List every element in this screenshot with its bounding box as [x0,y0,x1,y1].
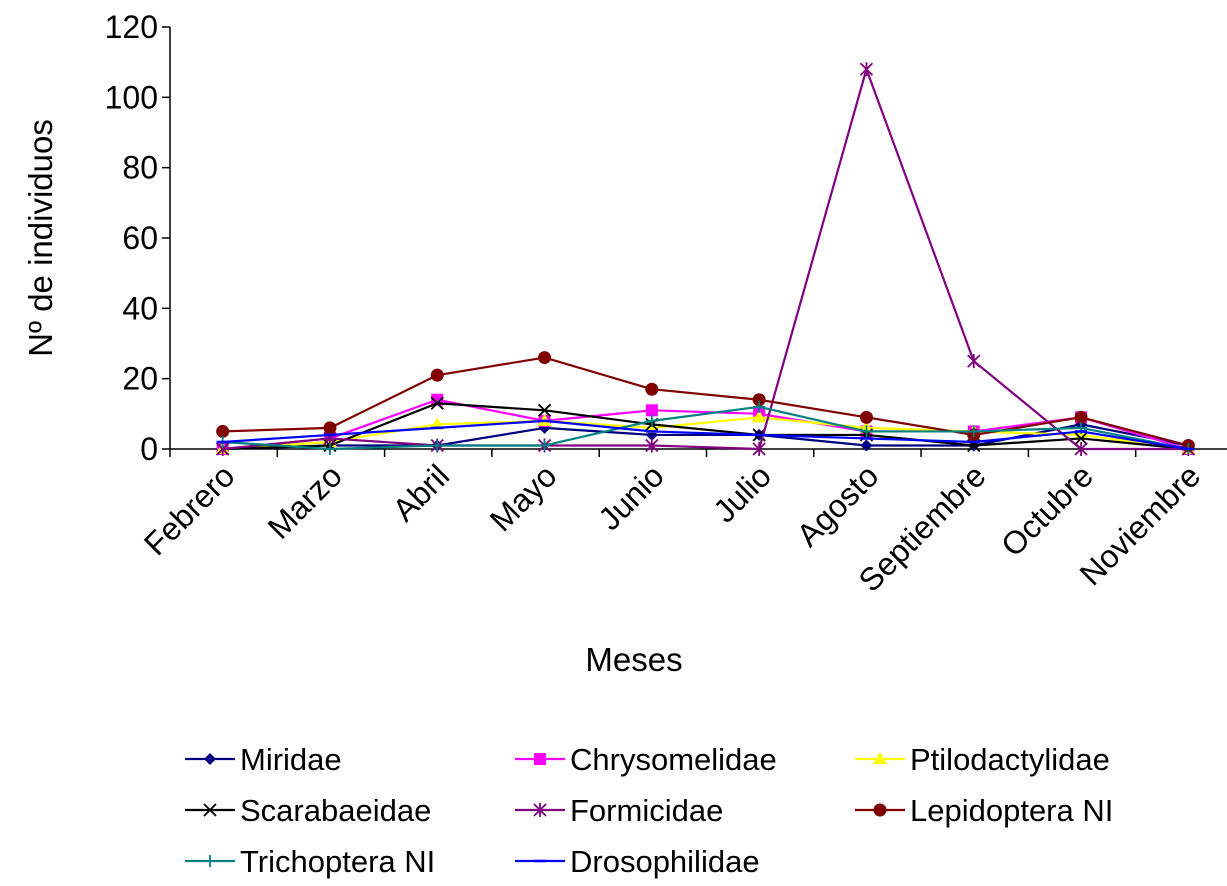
series-line-ptilodactylidae [222,416,1189,451]
series-line-miridae [222,423,1189,451]
data-point-trichoptera-ni [967,425,980,438]
data-point-formicidae [967,354,981,369]
data-point-trichoptera-ni [645,414,658,427]
data-point-formicidae [645,438,659,453]
x-tick-label: Julio [706,457,778,529]
legend-label: Lepidoptera NI [910,793,1113,828]
data-point-trichoptera-ni [753,400,766,413]
data-point-scarabaeidae [430,396,444,410]
y-tick-label: 60 [122,220,158,256]
legend-item-lepidoptera-ni: Lepidoptera NI [855,793,1113,828]
series-trichoptera-ni [216,400,1195,455]
x-axis-ticks: Febrero Marzo Abril Mayo Junio Julio AgostoSep… [137,449,1207,599]
legend: Miridae Chrysomelidae Ptilodactylidae Scara… [185,742,1113,879]
data-point-chrysomelidae [645,404,658,417]
x-tick-label: Mayo [483,457,564,538]
data-point-formicidae [1074,442,1088,456]
series-line-scarabaeidae [222,402,1189,451]
y-tick-label: 0 [140,431,158,467]
data-point-scarabaeidae [1074,431,1088,446]
legend-item-trichoptera-ni: Trichoptera NI [185,844,435,879]
x-tick-label: Marzo [261,457,349,545]
x-tick-label: Abril [385,457,456,528]
series-layer [215,62,1196,456]
data-point-trichoptera-ni [538,439,551,452]
series-line-formicidae [222,68,1189,451]
data-point-lepidoptera-ni [323,421,337,435]
data-point-formicidae [859,62,874,77]
legend-swatch-marker [873,803,887,817]
data-point-miridae [860,439,873,452]
data-point-scarabaeidae [537,403,552,417]
data-point-trichoptera-ni [323,443,336,455]
series-drosophilidae [216,419,1195,451]
legend-label: Scarabaeidae [240,793,431,828]
series-line-trichoptera-ni [222,405,1189,451]
legend-swatch-marker [533,803,547,817]
legend-label: Miridae [240,742,342,777]
data-point-formicidae [752,442,766,456]
legend-swatch-marker [534,753,546,765]
data-point-lepidoptera-ni [216,424,230,438]
y-tick-label: 100 [105,79,158,115]
data-point-trichoptera-ni [860,425,873,438]
x-tick-label: Junio [591,457,671,537]
legend-label: Chrysomelidae [570,742,777,777]
legend-swatch-marker [873,752,887,764]
legend-item-scarabaeidae: Scarabaeidae [185,793,431,828]
legend-item-formicidae: Formicidae [515,793,723,828]
legend-label: Drosophilidae [570,844,760,879]
legend-label: Ptilodactylidae [910,742,1110,777]
legend-label: Trichoptera NI [240,844,435,879]
legend-swatch-marker [204,753,216,765]
x-tick-label: Agosto [789,457,885,553]
series-line-lepidoptera-ni [222,356,1189,447]
data-point-ptilodactylidae [1074,427,1089,440]
data-point-ptilodactylidae [644,420,659,433]
data-point-trichoptera-ni [431,439,444,452]
legend-swatch-marker [204,855,216,867]
data-point-ptilodactylidae [430,417,445,430]
legend-item-drosophilidae: Drosophilidae [515,844,760,879]
data-point-lepidoptera-ni [645,382,659,396]
y-tick-label: 80 [122,150,158,186]
legend-item-miridae: Miridae [185,742,342,777]
series-line-drosophilidae [222,419,1189,451]
data-point-lepidoptera-ni [538,351,552,365]
data-point-lepidoptera-ni [430,368,444,382]
series-formicidae [216,62,1195,456]
data-point-ptilodactylidae [752,410,767,423]
y-axis-title: Nº de individuos [22,119,59,357]
data-point-lepidoptera-ni [859,410,873,424]
x-tick-label: Octubre [994,457,1100,563]
data-point-lepidoptera-ni [1074,410,1088,424]
legend-swatch-marker [203,803,217,817]
x-tick-label: Febrero [137,457,242,562]
x-axis-title: Meses [585,641,682,678]
legend-item-chrysomelidae: Chrysomelidae [515,742,777,777]
y-axis-ticks: 0 20 40 60 80 100 120 [105,9,170,467]
y-tick-label: 20 [122,361,158,397]
series-line-chrysomelidae [222,398,1189,451]
legend-item-ptilodactylidae: Ptilodactylidae [855,742,1110,777]
data-point-lepidoptera-ni [752,393,766,407]
legend-label: Formicidae [570,793,723,828]
y-tick-label: 120 [105,9,158,45]
y-tick-label: 40 [122,290,158,326]
